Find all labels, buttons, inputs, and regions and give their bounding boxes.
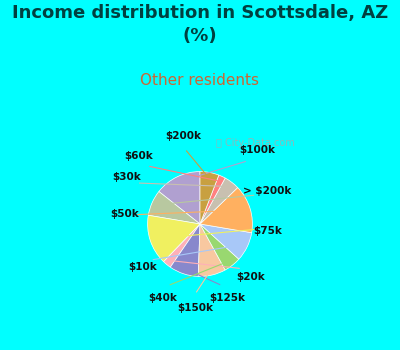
Text: $200k: $200k <box>165 131 201 141</box>
Text: Other residents: Other residents <box>140 73 260 88</box>
Text: > $200k: > $200k <box>243 186 292 196</box>
Text: $150k: $150k <box>177 303 213 313</box>
Wedge shape <box>198 224 225 276</box>
Wedge shape <box>170 224 200 276</box>
Text: $100k: $100k <box>240 145 276 155</box>
Wedge shape <box>148 215 200 262</box>
Wedge shape <box>148 191 200 224</box>
Wedge shape <box>164 224 200 267</box>
Text: Income distribution in Scottsdale, AZ
(%): Income distribution in Scottsdale, AZ (%… <box>12 5 388 44</box>
Text: $50k: $50k <box>110 209 139 219</box>
Wedge shape <box>200 224 239 270</box>
Wedge shape <box>200 188 252 233</box>
Text: $10k: $10k <box>128 262 157 272</box>
Wedge shape <box>200 175 225 224</box>
Text: $30k: $30k <box>112 172 141 182</box>
Text: $20k: $20k <box>236 272 265 282</box>
Text: ⓘ City-Data.com: ⓘ City-Data.com <box>216 138 295 148</box>
Wedge shape <box>200 172 219 224</box>
Text: $125k: $125k <box>209 293 245 303</box>
Text: $60k: $60k <box>124 152 153 161</box>
Text: $75k: $75k <box>253 226 282 236</box>
Wedge shape <box>200 178 238 224</box>
Wedge shape <box>200 224 252 259</box>
Wedge shape <box>159 172 200 224</box>
Text: $40k: $40k <box>148 293 177 303</box>
